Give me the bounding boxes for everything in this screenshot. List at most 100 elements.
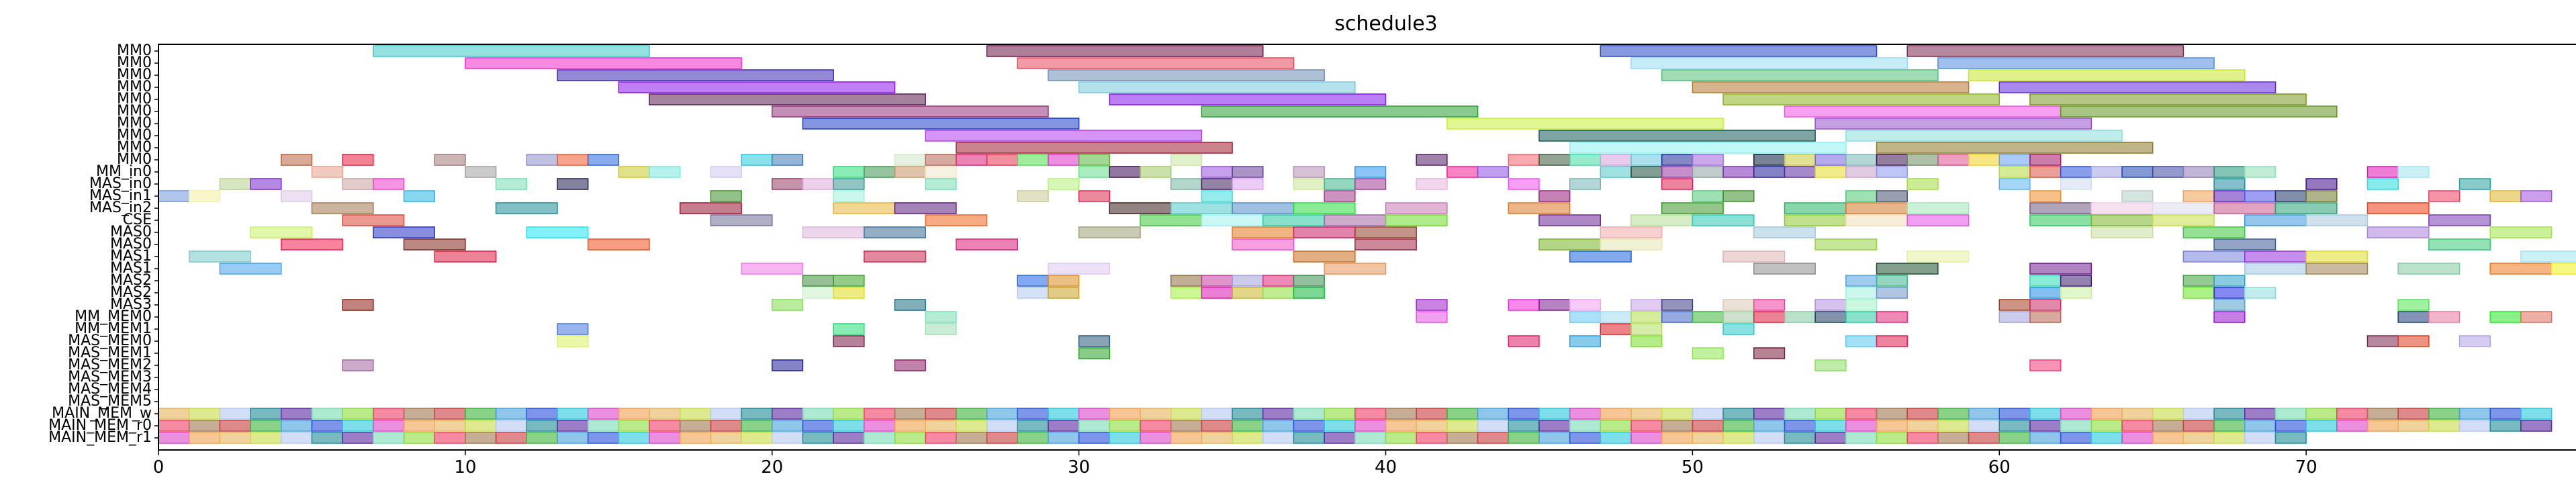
task-bar <box>1753 226 1816 238</box>
memory-band-cell <box>1630 420 1663 432</box>
task-bar <box>1784 105 2062 118</box>
task-bar <box>1354 166 1387 178</box>
task-bar <box>2520 190 2552 202</box>
memory-band-cell <box>833 432 865 444</box>
memory-band-cell <box>1569 420 1602 432</box>
task-bar <box>1845 154 1878 166</box>
memory-band-cell <box>956 408 988 420</box>
task-bar <box>2397 335 2430 347</box>
x-tick-label: 10 <box>454 457 476 477</box>
memory-band-cell <box>557 408 589 420</box>
task-bar <box>1017 287 1049 299</box>
task-bar <box>833 190 865 202</box>
task-bar <box>1569 142 1847 154</box>
memory-band-cell <box>1477 432 1509 444</box>
task-bar <box>2060 275 2092 287</box>
x-tick-label: 70 <box>2295 457 2317 477</box>
task-bar <box>587 238 650 250</box>
task-bar <box>2029 275 2062 287</box>
memory-band-cell <box>1508 420 1540 432</box>
memory-band-cell <box>2152 432 2184 444</box>
row-label: MM0 <box>117 42 152 59</box>
task-bar <box>772 299 804 311</box>
memory-band-cell <box>1385 408 1417 420</box>
task-bar <box>1968 154 2000 166</box>
row-label: MM0 <box>117 54 152 71</box>
task-bar <box>1998 299 2031 311</box>
memory-band-cell <box>557 432 589 444</box>
row-label: MAS2 <box>110 284 152 301</box>
task-bar <box>1814 118 2092 130</box>
task-bar <box>1661 178 1694 190</box>
task-bar <box>772 359 804 371</box>
task-bar <box>342 154 374 166</box>
row-label: MAIN_MEM_r1 <box>48 429 152 446</box>
task-bar <box>802 226 865 238</box>
task-bar <box>1017 154 1049 166</box>
task-bar <box>311 166 343 178</box>
task-bar <box>1569 250 1632 263</box>
memory-band-cell <box>1477 408 1509 420</box>
memory-band-cell <box>495 420 527 432</box>
task-bar <box>1017 57 1295 69</box>
task-bar <box>373 45 650 57</box>
task-bar <box>1324 178 1356 190</box>
memory-band-cell <box>802 408 834 420</box>
task-bar <box>2213 238 2276 250</box>
memory-band-cell <box>1630 408 1663 420</box>
task-bar <box>1017 275 1049 287</box>
memory-band-cell <box>587 408 620 420</box>
memory-band-cell <box>1814 408 1847 420</box>
task-bar <box>1630 214 1694 226</box>
task-bar <box>2397 166 2430 178</box>
task-bar <box>1201 287 1233 299</box>
task-bar <box>2274 190 2307 202</box>
memory-band-cell <box>1446 408 1479 420</box>
task-bar <box>526 154 558 166</box>
task-bar <box>2182 275 2215 287</box>
row-label: MM_in0 <box>96 163 152 180</box>
memory-band-cell <box>802 432 834 444</box>
task-bar <box>2305 263 2368 275</box>
task-bar <box>1508 202 1571 214</box>
task-bar <box>1201 275 1233 287</box>
memory-band-cell <box>587 432 620 444</box>
memory-band-cell <box>1968 432 2000 444</box>
task-bar <box>557 69 834 81</box>
memory-band-cell <box>434 408 466 420</box>
memory-band-cell <box>2274 420 2307 432</box>
task-bar <box>925 166 957 178</box>
task-bar <box>1692 166 1724 178</box>
memory-band-cell <box>1600 420 1632 432</box>
task-bar <box>1293 275 1325 287</box>
task-bar <box>1201 214 1264 226</box>
task-bar <box>772 154 804 166</box>
task-bar <box>1170 287 1203 299</box>
task-bar <box>2029 202 2092 214</box>
task-bar <box>1630 335 1663 347</box>
task-bar <box>1630 323 1663 335</box>
memory-band-cell <box>1692 432 1724 444</box>
memory-band-cell <box>1661 420 1694 432</box>
task-bar <box>1630 57 1908 69</box>
task-bar <box>864 166 896 178</box>
task-bar <box>1078 190 1111 202</box>
task-bar <box>1876 335 1908 347</box>
task-bar <box>2428 214 2491 226</box>
memory-band-cell <box>1998 420 2031 432</box>
memory-band-cell <box>1937 432 1970 444</box>
memory-band-cell <box>1078 408 1111 420</box>
task-bar <box>833 323 865 335</box>
task-bar <box>2520 250 2576 263</box>
task-bar <box>1446 118 1724 130</box>
task-bar <box>2366 226 2430 238</box>
task-bar <box>1845 214 1908 226</box>
task-bar <box>2305 250 2368 263</box>
task-bar <box>710 214 773 226</box>
task-bar <box>587 154 620 166</box>
task-bar <box>1845 335 1878 347</box>
task-bar <box>2029 299 2062 311</box>
memory-band-cell <box>1262 420 1295 432</box>
row-label: MAS_MEM4 <box>68 381 152 398</box>
